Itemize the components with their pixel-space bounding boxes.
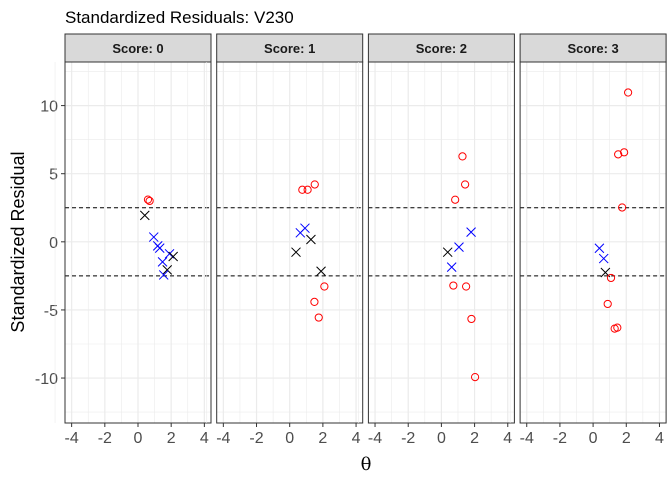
data-point-cross <box>454 242 464 252</box>
x-tick-label: 0 <box>285 430 294 447</box>
panel-strip <box>216 33 364 63</box>
data-point-cross <box>168 251 179 262</box>
x-tick-label: 0 <box>437 430 446 447</box>
data-point-circle <box>470 372 480 382</box>
x-tick-label: -4 <box>216 430 230 447</box>
panel-1: Score: 1 -4 -2 0 2 4 <box>206 33 373 447</box>
panel-strip-label: Score: 1 <box>264 41 315 56</box>
data-point-circle <box>449 281 458 290</box>
data-point-cross <box>154 243 165 253</box>
panel-strip-label: Score: 3 <box>567 41 618 56</box>
x-tick-label: -2 <box>401 430 415 447</box>
x-tick-label: 2 <box>167 430 176 447</box>
data-point-circle <box>461 180 470 189</box>
x-tick-label: 2 <box>470 430 479 447</box>
data-point-circle <box>298 185 307 194</box>
data-point-cross <box>148 232 159 242</box>
data-point-circle <box>603 299 612 309</box>
y-tick-label: -5 <box>44 303 58 320</box>
data-point-cross <box>295 227 306 238</box>
data-point-circle <box>145 196 154 206</box>
x-tick-label: -2 <box>249 430 263 447</box>
data-point-circle <box>143 195 153 204</box>
panel-strip-label: Score: 2 <box>416 41 467 56</box>
data-point-circle <box>314 313 323 322</box>
data-point-cross <box>598 253 609 264</box>
data-point-circle <box>624 88 633 97</box>
data-point-cross <box>442 247 453 258</box>
x-axis-label: θ <box>361 454 372 475</box>
x-tick-label: -4 <box>65 430 79 447</box>
data-point-cross <box>291 247 301 258</box>
data-point-cross <box>157 256 168 267</box>
y-tick-label: 5 <box>49 167 58 184</box>
x-tick-label: 4 <box>200 430 209 447</box>
data-point-circle <box>310 180 319 189</box>
y-tick-label: -10 <box>35 371 58 388</box>
panel-strip-label: Score: 0 <box>112 41 163 56</box>
data-point-cross <box>139 210 150 221</box>
panel-3: Score: 3 -4 -2 0 2 4 <box>509 33 667 447</box>
data-point-cross <box>316 266 326 277</box>
chart-title: Standardized Residuals: V230 <box>65 8 294 27</box>
data-point-circle <box>303 185 312 194</box>
data-point-cross <box>446 262 457 273</box>
panel-0: Score: 0 -4 -2 0 2 4 <box>54 33 222 447</box>
x-tick-label: 4 <box>503 430 512 447</box>
data-point-circle <box>613 323 622 332</box>
data-point-circle <box>320 282 329 291</box>
y-axis-label: Standardized Residual <box>8 151 28 332</box>
x-tick-label: 0 <box>589 430 598 447</box>
x-tick-label: -4 <box>520 430 534 447</box>
data-point-circle <box>451 195 460 204</box>
data-point-circle <box>618 203 627 212</box>
x-tick-label: 0 <box>134 430 143 447</box>
data-point-cross <box>466 227 476 238</box>
data-point-circle <box>620 148 629 157</box>
y-tick-label: 10 <box>40 99 58 116</box>
panel-strip <box>519 33 667 63</box>
panel-2: Score: 2 -4 -2 0 2 4 <box>358 33 525 447</box>
x-tick-label: -4 <box>368 430 382 447</box>
x-tick-label: 2 <box>622 430 631 447</box>
y-tick-label: 0 <box>49 235 58 252</box>
data-point-circle <box>606 273 616 283</box>
data-point-circle <box>467 314 476 324</box>
data-point-cross <box>594 243 605 254</box>
data-point-cross <box>306 234 316 245</box>
data-point-circle <box>310 297 319 306</box>
data-point-circle <box>458 152 467 161</box>
x-tick-label: -2 <box>98 430 112 447</box>
x-tick-label: 4 <box>655 430 664 447</box>
x-tick-label: 4 <box>352 430 361 447</box>
x-tick-label: -2 <box>553 430 567 447</box>
x-tick-label: 2 <box>318 430 327 447</box>
data-point-circle <box>462 282 471 291</box>
data-point-cross <box>158 270 169 280</box>
data-point-circle <box>614 150 623 159</box>
data-point-cross <box>162 265 173 275</box>
panel-strip <box>64 33 212 63</box>
